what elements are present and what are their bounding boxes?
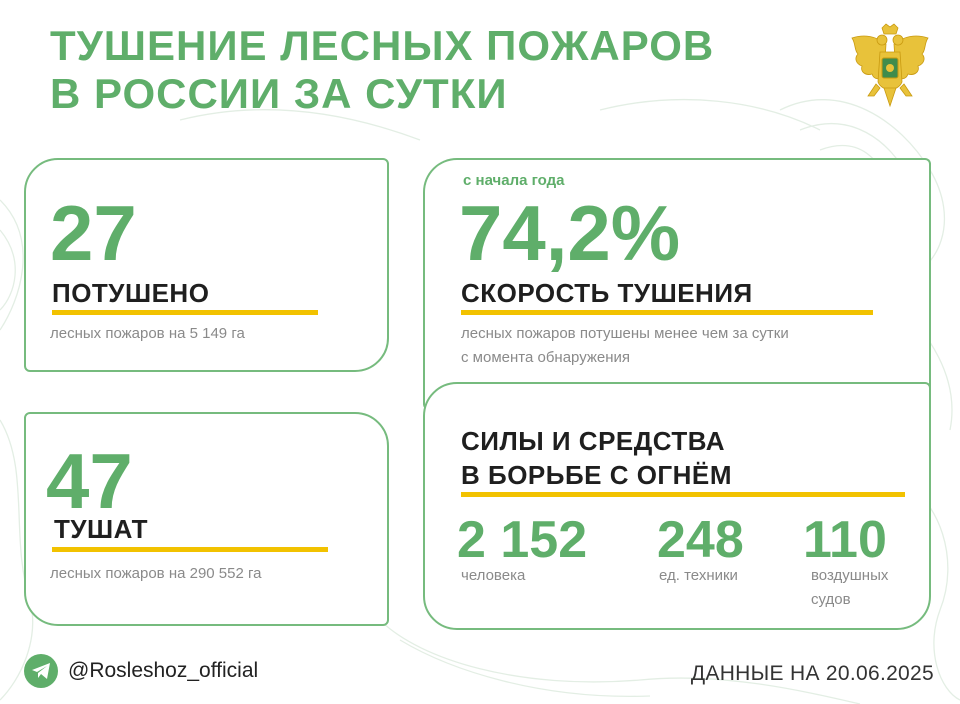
extinguished-underline <box>52 310 318 315</box>
forces-title-line-1: СИЛЫ И СРЕДСТВА <box>461 426 726 456</box>
aircraft-count: 110 <box>803 511 887 569</box>
vehicles-count: 248 <box>657 511 744 569</box>
extinguished-label: ПОТУШЕНО <box>52 278 210 308</box>
title-line-2: В РОССИИ ЗА СУТКИ <box>50 70 508 117</box>
forces-card: СИЛЫ И СРЕДСТВА В БОРЬБЕ С ОГНЁМ 2 152 ч… <box>423 382 931 630</box>
telegram-icon <box>24 654 58 688</box>
aircraft-label: воздушных судов <box>811 564 888 612</box>
title-line-1: ТУШЕНИЕ ЛЕСНЫХ ПОЖАРОВ <box>50 22 715 69</box>
active-fires-description: лесных пожаров на 290 552 га <box>50 565 262 582</box>
active-fires-card: 47 ТУШАТ лесных пожаров на 290 552 га <box>24 412 389 626</box>
speed-description-line-1: лесных пожаров потушены менее чем за сут… <box>461 325 789 342</box>
telegram-handle: @Rosleshoz_official <box>68 659 259 682</box>
emblem-icon <box>851 23 929 108</box>
vehicles-label: ед. техники <box>659 567 738 584</box>
extinguished-count: 27 <box>50 189 137 277</box>
personnel-label: человека <box>461 567 526 584</box>
since-year-label: с начала года <box>463 172 565 189</box>
data-date: ДАННЫЕ НА 20.06.2025 <box>690 662 934 685</box>
speed-card: с начала года 74,2% СКОРОСТЬ ТУШЕНИЯ лес… <box>423 158 931 410</box>
personnel-count: 2 152 <box>457 511 588 569</box>
active-fires-label: ТУШАТ <box>54 514 149 544</box>
speed-percentage: 74,2% <box>459 189 681 277</box>
speed-description: лесных пожаров потушены менее чем за сут… <box>461 322 789 370</box>
active-fires-count: 47 <box>46 437 133 525</box>
active-fires-underline <box>52 547 328 552</box>
telegram-channel-link[interactable]: @Rosleshoz_official <box>24 654 258 688</box>
forces-title: СИЛЫ И СРЕДСТВА В БОРЬБЕ С ОГНЁМ <box>461 424 732 492</box>
forces-title-line-2: В БОРЬБЕ С ОГНЁМ <box>461 460 732 490</box>
extinguished-card: 27 ПОТУШЕНО лесных пожаров на 5 149 га <box>24 158 389 372</box>
speed-description-line-2: с момента обнаружения <box>461 349 631 366</box>
aircraft-label-line-1: воздушных <box>811 567 889 584</box>
forces-underline <box>461 492 905 497</box>
speed-underline <box>461 310 873 315</box>
extinguished-description: лесных пожаров на 5 149 га <box>50 325 245 342</box>
page-title: ТУШЕНИЕ ЛЕСНЫХ ПОЖАРОВ В РОССИИ ЗА СУТКИ <box>50 22 714 118</box>
speed-label: СКОРОСТЬ ТУШЕНИЯ <box>461 278 753 308</box>
aircraft-label-line-2: судов <box>811 591 851 608</box>
